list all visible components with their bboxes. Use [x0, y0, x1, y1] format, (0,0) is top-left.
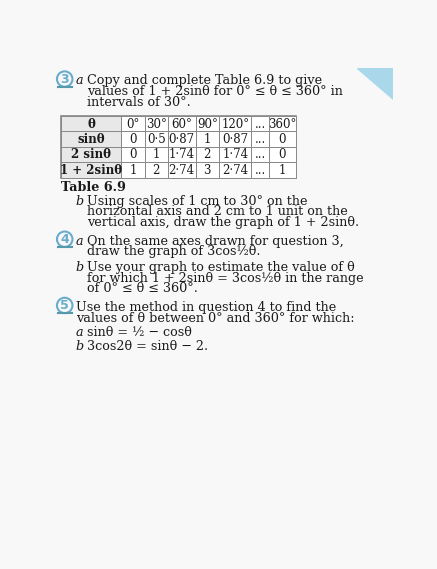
- Text: 2 sinθ: 2 sinθ: [71, 149, 111, 162]
- Bar: [251, 147, 268, 162]
- Bar: [196, 147, 219, 162]
- Text: 2: 2: [204, 149, 211, 162]
- Bar: [121, 162, 145, 178]
- Text: 1: 1: [279, 164, 286, 177]
- Bar: [219, 116, 251, 131]
- Text: a: a: [76, 326, 83, 339]
- Bar: [268, 131, 296, 147]
- Text: ...: ...: [254, 133, 266, 146]
- Text: 0: 0: [279, 133, 286, 146]
- Text: 1·74: 1·74: [169, 149, 195, 162]
- Bar: [251, 131, 268, 147]
- Text: ...: ...: [254, 164, 266, 177]
- Text: 4: 4: [60, 233, 69, 246]
- Text: sinθ = ½ − cosθ: sinθ = ½ − cosθ: [87, 326, 192, 339]
- Text: horizontal axis and 2 cm to 1 unit on the: horizontal axis and 2 cm to 1 unit on th…: [87, 205, 348, 218]
- Text: 1·74: 1·74: [222, 149, 248, 162]
- Text: 3: 3: [204, 164, 211, 177]
- Bar: [145, 147, 168, 162]
- Bar: [121, 116, 145, 131]
- Text: 5: 5: [60, 299, 69, 312]
- Text: 90°: 90°: [197, 118, 218, 131]
- Text: 0·87: 0·87: [222, 133, 248, 146]
- Bar: [196, 162, 219, 178]
- Text: 0: 0: [129, 149, 137, 162]
- Text: vertical axis, draw the graph of 1 + 2sinθ.: vertical axis, draw the graph of 1 + 2si…: [87, 216, 359, 229]
- Polygon shape: [357, 68, 393, 99]
- Bar: [145, 131, 168, 147]
- Bar: [251, 162, 268, 178]
- Text: 360°: 360°: [268, 118, 297, 131]
- Bar: [196, 131, 219, 147]
- Text: 0·5: 0·5: [147, 133, 166, 146]
- Text: a: a: [76, 234, 83, 248]
- Text: 1: 1: [153, 149, 160, 162]
- Text: 0: 0: [129, 133, 137, 146]
- Bar: [61, 147, 121, 162]
- Text: a: a: [76, 75, 83, 88]
- Text: Use your graph to estimate the value of θ: Use your graph to estimate the value of …: [87, 261, 355, 274]
- Text: 1: 1: [204, 133, 211, 146]
- Text: Using scales of 1 cm to 30° on the: Using scales of 1 cm to 30° on the: [87, 195, 308, 208]
- Text: 0: 0: [279, 149, 286, 162]
- Bar: [268, 116, 296, 131]
- Bar: [219, 131, 251, 147]
- Bar: [168, 147, 196, 162]
- Bar: [196, 116, 219, 131]
- Text: 2: 2: [153, 164, 160, 177]
- Text: 1 + 2sinθ: 1 + 2sinθ: [60, 164, 122, 177]
- Text: 30°: 30°: [146, 118, 166, 131]
- Text: intervals of 30°.: intervals of 30°.: [87, 96, 191, 109]
- Text: sinθ: sinθ: [77, 133, 105, 146]
- Bar: [121, 147, 145, 162]
- Text: 2·74: 2·74: [169, 164, 195, 177]
- Bar: [121, 131, 145, 147]
- Text: Copy and complete Table 6.9 to give: Copy and complete Table 6.9 to give: [87, 75, 323, 88]
- Bar: [268, 147, 296, 162]
- Text: b: b: [76, 195, 83, 208]
- Text: b: b: [76, 340, 83, 353]
- Bar: [251, 116, 268, 131]
- Text: 0·87: 0·87: [169, 133, 195, 146]
- Text: 60°: 60°: [171, 118, 192, 131]
- Bar: [61, 131, 121, 147]
- Text: ...: ...: [254, 118, 266, 131]
- Text: draw the graph of 3cos½θ.: draw the graph of 3cos½θ.: [87, 245, 261, 258]
- Bar: [219, 147, 251, 162]
- Text: b: b: [76, 261, 83, 274]
- Text: Table 6.9: Table 6.9: [61, 181, 126, 193]
- Text: 3cos2θ = sinθ − 2.: 3cos2θ = sinθ − 2.: [87, 340, 208, 353]
- Text: ...: ...: [254, 149, 266, 162]
- Text: 1: 1: [129, 164, 137, 177]
- Text: Use the method in question 4 to find the: Use the method in question 4 to find the: [76, 301, 336, 314]
- Bar: [145, 116, 168, 131]
- Bar: [168, 131, 196, 147]
- Bar: [145, 162, 168, 178]
- Text: 120°: 120°: [221, 118, 249, 131]
- Text: for which 1 + 2sinθ = 3cos½θ in the range: for which 1 + 2sinθ = 3cos½θ in the rang…: [87, 271, 364, 284]
- Bar: [168, 162, 196, 178]
- Text: On the same axes drawn for question 3,: On the same axes drawn for question 3,: [87, 234, 344, 248]
- Text: values of θ between 0° and 360° for which:: values of θ between 0° and 360° for whic…: [76, 312, 354, 324]
- Bar: [219, 162, 251, 178]
- Text: of 0° ≤ θ ≤ 360°.: of 0° ≤ θ ≤ 360°.: [87, 282, 198, 295]
- Text: 3: 3: [60, 73, 69, 85]
- Bar: [61, 116, 121, 131]
- Bar: [61, 162, 121, 178]
- Bar: [61, 116, 296, 178]
- Text: 2·74: 2·74: [222, 164, 248, 177]
- Text: θ: θ: [87, 118, 95, 131]
- Bar: [168, 116, 196, 131]
- Text: values of 1 + 2sinθ for 0° ≤ θ ≤ 360° in: values of 1 + 2sinθ for 0° ≤ θ ≤ 360° in: [87, 85, 343, 98]
- Bar: [268, 162, 296, 178]
- Text: 0°: 0°: [126, 118, 139, 131]
